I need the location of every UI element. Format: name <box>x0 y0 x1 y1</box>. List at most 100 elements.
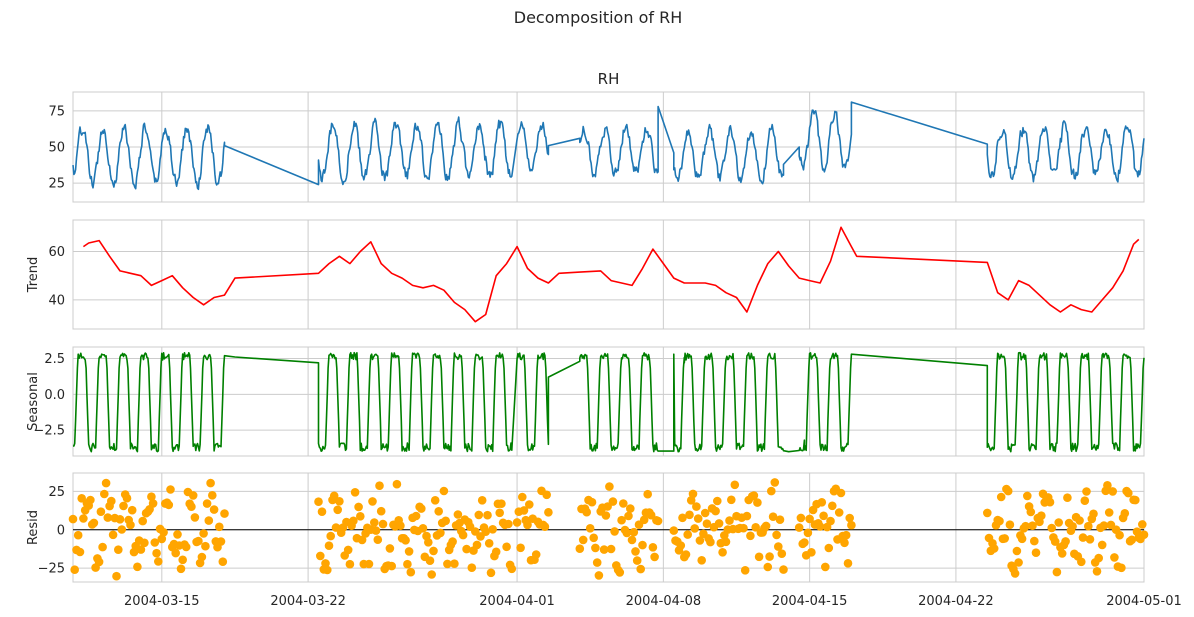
resid-point <box>995 516 1004 526</box>
y-axis-label: Trend <box>26 257 41 294</box>
resid-point <box>1089 509 1098 519</box>
resid-point <box>519 506 529 515</box>
resid-point <box>119 501 128 511</box>
resid-point <box>502 542 511 552</box>
resid-point <box>171 548 180 558</box>
resid-point <box>368 497 377 506</box>
y-tick-label: 25 <box>48 177 65 192</box>
resid-point <box>152 548 161 558</box>
resid-point <box>578 535 588 545</box>
resid-point <box>695 536 705 545</box>
resid-point <box>542 490 551 500</box>
resid-point <box>215 522 224 532</box>
resid-point <box>199 529 208 538</box>
resid-point <box>387 561 397 571</box>
resid-point <box>483 510 492 520</box>
resid-point <box>371 526 381 535</box>
resid-point <box>1117 563 1126 573</box>
resid-point <box>1077 557 1086 567</box>
resid-point <box>983 508 992 518</box>
axes-frame <box>72 346 1145 457</box>
resid-point <box>714 519 724 528</box>
resid-point <box>112 571 121 581</box>
resid-point <box>749 491 759 500</box>
resid-point <box>504 519 513 529</box>
resid-point <box>491 547 501 557</box>
resid-point <box>1097 540 1107 550</box>
resid-point <box>472 540 482 550</box>
resid-point <box>681 550 691 559</box>
resid-point <box>700 508 710 518</box>
resid-point <box>115 515 125 524</box>
resid-point <box>323 565 332 575</box>
observed-series-line <box>72 101 1145 191</box>
resid-point <box>1127 535 1137 545</box>
resid-point <box>683 530 692 539</box>
resid-point <box>587 497 597 507</box>
resid-point <box>1054 518 1063 527</box>
resid-point <box>763 562 773 572</box>
resid-point <box>117 525 127 534</box>
resid-point <box>606 544 616 554</box>
resid-point <box>417 504 426 513</box>
resid-point <box>150 538 160 547</box>
resid-point <box>197 552 207 562</box>
resid-point <box>220 509 229 518</box>
resid-point <box>1050 537 1060 546</box>
resid-point <box>1061 537 1070 546</box>
resid-point <box>739 523 748 533</box>
resid-point <box>697 556 706 565</box>
resid-point <box>777 549 787 558</box>
resid-point <box>458 530 468 540</box>
resid-point <box>1131 495 1140 505</box>
resid-point <box>1017 534 1027 544</box>
resid-point <box>316 551 325 561</box>
resid-point <box>1028 521 1037 530</box>
resid-point <box>632 556 642 565</box>
resid-point <box>544 508 553 517</box>
y-tick-label: 2.5 <box>44 352 65 367</box>
resid-point <box>629 527 639 537</box>
resid-point <box>772 530 781 540</box>
resid-point <box>392 479 402 489</box>
resid-point <box>424 538 433 547</box>
resid-point <box>594 571 604 580</box>
resid-point <box>775 515 785 524</box>
resid-point <box>800 538 809 547</box>
resid-point <box>317 507 327 516</box>
resid-point <box>1124 488 1133 498</box>
resid-point <box>592 558 602 567</box>
resid-point <box>164 500 174 510</box>
resid-point <box>396 521 405 530</box>
resid-point <box>845 513 854 523</box>
resid-point <box>148 499 158 508</box>
resid-point <box>507 564 517 574</box>
resid-point <box>688 489 698 499</box>
resid-point <box>650 552 659 562</box>
resid-point <box>1010 569 1020 578</box>
resid-point <box>1052 567 1062 577</box>
resid-point <box>434 507 444 516</box>
resid-point <box>202 499 212 508</box>
resid-point <box>1078 533 1088 542</box>
resid-point <box>599 545 609 554</box>
resid-point <box>326 531 336 541</box>
resid-point <box>349 516 358 526</box>
resid-point <box>1110 553 1119 562</box>
resid-point <box>103 513 113 522</box>
resid-point <box>154 557 163 566</box>
resid-point <box>1085 535 1095 544</box>
resid-point <box>166 485 175 494</box>
resid-point <box>1108 487 1117 496</box>
x-tick-label: 2004-05-01 <box>1106 594 1182 609</box>
resid-point <box>531 550 541 559</box>
resid-point <box>70 565 79 574</box>
resid-point <box>429 546 438 556</box>
resid-point <box>333 505 343 515</box>
axes-frame <box>72 91 1145 203</box>
seasonal-series-line <box>72 351 1145 453</box>
resid-point <box>484 539 494 548</box>
x-tick-label: 2004-04-22 <box>918 594 994 609</box>
y-tick-label: 50 <box>48 141 65 156</box>
resid-point <box>742 511 752 521</box>
